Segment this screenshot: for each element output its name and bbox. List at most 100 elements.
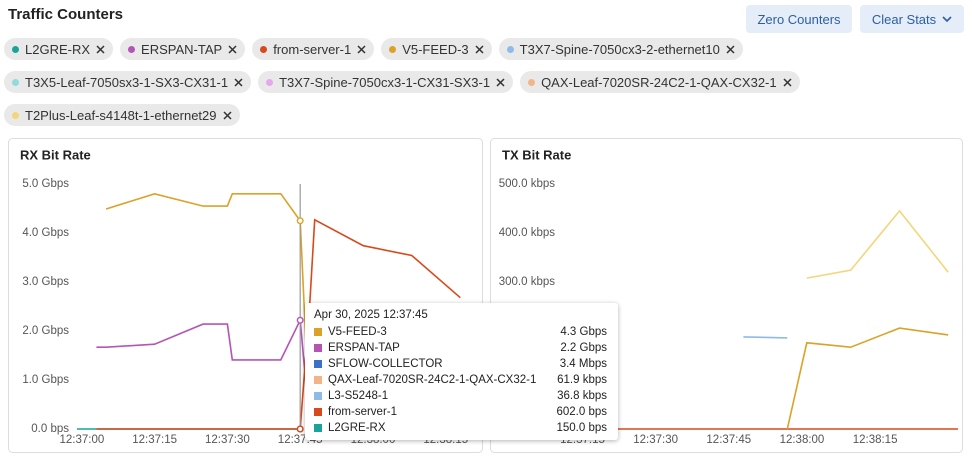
zero-counters-button[interactable]: Zero Counters bbox=[746, 5, 852, 33]
hover-marker bbox=[296, 425, 304, 433]
filter-chip[interactable]: T3X7-Spine-7050cx3-1-CX31-SX3-1 bbox=[258, 71, 514, 93]
tooltip-value: 61.9 kbps bbox=[557, 374, 607, 386]
chip-dot bbox=[12, 78, 19, 86]
tooltip-row: from-server-1 602.0 bps bbox=[314, 404, 607, 420]
tooltip-swatch bbox=[314, 424, 322, 432]
x-tick-label: 12:37:00 bbox=[59, 434, 104, 446]
tooltip-row: ERSPAN-TAP 2.2 Gbps bbox=[314, 340, 607, 356]
x-tick-label: 12:38:00 bbox=[780, 434, 825, 446]
chart-title: TX Bit Rate bbox=[502, 147, 571, 162]
filter-chip[interactable]: V5-FEED-3 bbox=[381, 38, 492, 60]
chip-label: T3X7-Spine-7050cx3-1-CX31-SX3-1 bbox=[279, 74, 491, 90]
tooltip-name: from-server-1 bbox=[328, 406, 398, 418]
tooltip-swatch bbox=[314, 408, 322, 416]
button-label: Zero Counters bbox=[757, 11, 841, 27]
series-line bbox=[105, 192, 311, 430]
filter-chip[interactable]: T2Plus-Leaf-s4148t-1-ethernet29 bbox=[4, 104, 240, 126]
tooltip-value: 150.0 bps bbox=[556, 422, 607, 434]
tooltip-value: 36.8 kbps bbox=[557, 390, 607, 402]
chip-dot bbox=[12, 111, 19, 119]
y-tick-label: 0.0 bps bbox=[31, 423, 69, 435]
tooltip-row: L3-S5248-1 36.8 kbps bbox=[314, 388, 607, 404]
tooltip-value: 3.4 Mbps bbox=[559, 358, 607, 370]
series-line bbox=[806, 209, 949, 279]
tooltip-row: L2GRE-RX 150.0 bps bbox=[314, 420, 607, 436]
chip-dot bbox=[528, 78, 536, 86]
x-tick-label: 12:37:45 bbox=[706, 434, 751, 446]
button-label: Clear Stats bbox=[871, 11, 937, 27]
chip-dot bbox=[12, 45, 19, 53]
tooltip-row: QAX-Leaf-7020SR-24C2-1-QAX-CX32-1 61.9 kb… bbox=[314, 372, 607, 388]
series-line bbox=[786, 327, 949, 430]
page-title: Traffic Counters bbox=[8, 6, 124, 23]
chevron-icon bbox=[942, 16, 952, 22]
filter-chip[interactable]: T3X7-Spine-7050cx3-2-ethernet10 bbox=[498, 38, 743, 60]
tooltip-value: 2.2 Gbps bbox=[560, 342, 607, 354]
chip-dot bbox=[266, 78, 274, 86]
remove-icon[interactable] bbox=[475, 44, 484, 54]
tooltip-name: ERSPAN-TAP bbox=[328, 342, 400, 354]
tooltip: Apr 30, 2025 12:37:45 V5-FEED-3 4.3 Gbps ER… bbox=[305, 303, 618, 440]
tooltip-name: V5-FEED-3 bbox=[328, 326, 387, 338]
chip-dot bbox=[506, 45, 514, 53]
filter-chip[interactable]: QAX-Leaf-7020SR-24C2-1-QAX-CX32-1 bbox=[520, 71, 800, 93]
chip-label: L2GRE-RX bbox=[25, 41, 91, 57]
filter-chip[interactable]: L2GRE-RX bbox=[4, 38, 114, 60]
series-line bbox=[96, 317, 311, 430]
remove-icon[interactable] bbox=[234, 77, 243, 87]
filter-chip[interactable]: T3X5-Leaf-7050sx3-1-SX3-CX31-1 bbox=[4, 71, 252, 93]
remove-icon[interactable] bbox=[228, 44, 237, 54]
chip-dot bbox=[260, 45, 268, 53]
remove-icon[interactable] bbox=[726, 44, 735, 54]
remove-icon[interactable] bbox=[222, 110, 232, 120]
tooltip-swatch bbox=[314, 360, 322, 368]
tooltip-value: 602.0 bps bbox=[556, 406, 607, 418]
tooltip-value: 4.3 Gbps bbox=[560, 326, 607, 338]
chip-label: V5-FEED-3 bbox=[402, 41, 469, 57]
hover-marker bbox=[296, 425, 304, 433]
y-tick-label: 500.0 kbps bbox=[499, 178, 556, 190]
tooltip-swatch bbox=[314, 392, 322, 400]
tooltip-row: SFLOW-COLLECTOR 3.4 Mbps bbox=[314, 356, 607, 372]
x-tick-label: 12:37:15 bbox=[132, 434, 177, 446]
chip-list: L2GRE-RX ERSPAN-TAP from-server-1 V5-FEED-3… bbox=[4, 38, 849, 126]
y-tick-label: 300.0 kbps bbox=[499, 276, 556, 288]
y-tick-label: 400.0 kbps bbox=[499, 227, 556, 239]
x-tick-label: 12:38:15 bbox=[853, 434, 898, 446]
remove-icon[interactable] bbox=[357, 44, 366, 54]
chip-label: T3X5-Leaf-7050sx3-1-SX3-CX31-1 bbox=[25, 74, 229, 90]
chip-label: from-server-1 bbox=[273, 41, 352, 57]
chip-dot bbox=[389, 45, 397, 53]
tooltip-name: SFLOW-COLLECTOR bbox=[328, 358, 443, 370]
remove-icon[interactable] bbox=[496, 77, 505, 87]
filter-chip[interactable]: ERSPAN-TAP bbox=[120, 38, 246, 60]
chip-dot bbox=[128, 45, 136, 53]
tooltip-name: L2GRE-RX bbox=[328, 422, 386, 434]
chip-label: T2Plus-Leaf-s4148t-1-ethernet29 bbox=[25, 107, 217, 123]
chip-label: T3X7-Spine-7050cx3-2-ethernet10 bbox=[519, 41, 720, 57]
y-tick-label: 3.0 Gbps bbox=[22, 276, 69, 288]
series-line bbox=[743, 336, 788, 339]
y-tick-label: 4.0 Gbps bbox=[22, 227, 69, 239]
remove-icon[interactable] bbox=[783, 77, 792, 87]
tooltip-swatch bbox=[314, 344, 322, 352]
y-tick-label: 1.0 Gbps bbox=[22, 374, 69, 386]
chip-label: QAX-Leaf-7020SR-24C2-1-QAX-CX32-1 bbox=[541, 74, 777, 90]
x-tick-label: 12:37:30 bbox=[633, 434, 678, 446]
tooltip-swatch bbox=[314, 376, 322, 384]
tooltip-name: L3-S5248-1 bbox=[328, 390, 389, 402]
remove-icon[interactable] bbox=[96, 44, 105, 54]
y-tick-label: 5.0 Gbps bbox=[22, 178, 69, 190]
filter-chip[interactable]: from-server-1 bbox=[252, 38, 375, 60]
y-tick-label: 2.0 Gbps bbox=[22, 325, 69, 337]
x-tick-label: 12:37:30 bbox=[205, 434, 250, 446]
chip-label: ERSPAN-TAP bbox=[141, 41, 223, 57]
tooltip-swatch bbox=[314, 328, 322, 336]
hover-marker bbox=[296, 217, 304, 225]
tooltip-name: QAX-Leaf-7020SR-24C2-1-QAX-CX32-1 bbox=[328, 374, 537, 386]
clear-stats-button[interactable]: Clear Stats bbox=[860, 5, 964, 33]
chart-title: RX Bit Rate bbox=[20, 147, 91, 162]
hover-marker bbox=[296, 316, 304, 324]
tooltip-title: Apr 30, 2025 12:37:45 bbox=[314, 309, 428, 321]
